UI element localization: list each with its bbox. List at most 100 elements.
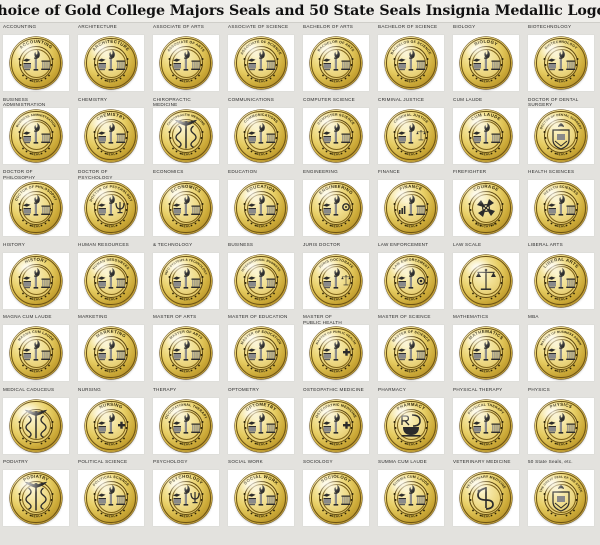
seal-cell[interactable]: PSYCHOLOGY PSYCHOLOGY SEAL — [150, 458, 225, 531]
seal-tile[interactable]: EDUCATION SEAL — [228, 180, 294, 236]
seal-cell[interactable]: OSTEOPATHIC MEDICINE OSTEOPATHIC MEDICINE… — [300, 386, 375, 459]
seal-tile[interactable]: LAW ENFORCEMENT SEAL — [378, 252, 444, 309]
seal-cell[interactable]: MASTER OF PUBLIC HEALTH MASTER OF PUBLIC … — [300, 313, 375, 386]
seal-tile[interactable]: DOCTOR OF PHILOSOPHY SEAL — [3, 180, 69, 236]
seal-tile[interactable]: CUM LAUDE SEAL — [453, 107, 519, 164]
seal-tile[interactable]: PSYCHOLOGY SEAL — [153, 470, 219, 526]
seal-cell[interactable]: BUSINESS ADMINISTRATION BUSINESS ADMINIST… — [0, 96, 75, 169]
seal-cell[interactable]: HISTORY HISTORY SEAL — [0, 241, 75, 314]
seal-cell[interactable]: BIOTECHNOLOGY BIOTECHNOLOGY SEAL — [525, 23, 600, 96]
seal-cell[interactable]: CHEMISTRY CHEMISTRY SEAL — [75, 96, 150, 169]
seal-cell[interactable]: MATHEMATICS MATHEMATICS SEAL — [450, 313, 525, 386]
seal-cell[interactable]: & TECHNOLOGY INFO SYSTEMS & TECHNOLOGY SEA… — [150, 241, 225, 314]
seal-tile[interactable]: PHARMACY SEAL — [378, 397, 444, 454]
seal-tile[interactable]: JURIS DOCTORATE SEAL — [303, 252, 369, 309]
seal-cell[interactable]: FINANCE FINANCE SEAL — [375, 168, 450, 241]
seal-cell[interactable]: PODIATRY PODIATRY SEAL — [0, 458, 75, 531]
seal-cell[interactable]: MASTER OF SCIENCE MASTER OF SCIENCE SEAL — [375, 313, 450, 386]
seal-tile[interactable]: ACCOUNTING SEAL — [3, 35, 69, 91]
seal-cell[interactable]: NURSING NURSING SEAL — [75, 386, 150, 459]
seal-cell[interactable]: CRIMINAL JUSTICE CRIMINAL JUSTICE SEAL — [375, 96, 450, 169]
seal-cell[interactable]: PHARMACY PHARMACY SEAL — [375, 386, 450, 459]
seal-cell[interactable]: LIBERAL ARTS LIBERAL ARTS SEAL — [525, 241, 600, 314]
seal-tile[interactable]: SUMMA CUM LAUDE SEAL — [378, 470, 444, 526]
seal-tile[interactable]: MASTER OF SCIENCE SEAL — [378, 325, 444, 381]
seal-tile[interactable]: HEALTH SCIENCES SEAL — [528, 180, 594, 236]
seal-tile[interactable]: OSTEOPATHIC MEDICINE SEAL — [303, 397, 369, 454]
seal-cell[interactable]: ENGINEERING ENGINEERING SEAL — [300, 168, 375, 241]
seal-cell[interactable]: CUM LAUDE CUM LAUDE SEAL — [450, 96, 525, 169]
seal-cell[interactable]: MARKETING MARKETING SEAL — [75, 313, 150, 386]
seal-tile[interactable]: BIOTECHNOLOGY SEAL — [528, 35, 594, 91]
seal-cell[interactable]: MASTER OF EDUCATION MASTER OF EDUCATION SE… — [225, 313, 300, 386]
seal-cell[interactable]: COMPUTER SCIENCE COMPUTER SCIENCE SEAL — [300, 96, 375, 169]
seal-cell[interactable]: 50 State Seals, etc. THE GREAT SEAL OF TH… — [525, 458, 600, 531]
seal-cell[interactable]: COMMUNICATIONS COMMUNICATIONS SEAL — [225, 96, 300, 169]
seal-tile[interactable]: INTERNATIONAL BUSINESS SEAL — [228, 252, 294, 309]
seal-cell[interactable]: VETERINARY MEDICINE VETERINARY MEDICINE SE… — [450, 458, 525, 531]
seal-tile[interactable]: VETERINARY MEDICINE SEAL — [453, 470, 519, 526]
seal-cell[interactable]: DOCTOR OF PHILOSOPHY DOCTOR OF PHILOSOPHY… — [0, 168, 75, 241]
seal-cell[interactable]: FIREFIGHTER COURAGE DEDICATION — [450, 168, 525, 241]
seal-tile[interactable]: DOCTOR OF PSYCHOLOGY SEAL — [78, 180, 144, 236]
seal-cell[interactable]: BUSINESS INTERNATIONAL BUSINESS SEAL — [225, 241, 300, 314]
seal-cell[interactable]: BIOLOGY BIOLOGY SEAL — [450, 23, 525, 96]
seal-tile[interactable]: HISTORY SEAL — [3, 252, 69, 309]
seal-cell[interactable]: THERAPY OCCUPATIONAL THERAPY SEAL — [150, 386, 225, 459]
seal-cell[interactable]: ARCHITECTURE ARCHITECTURE SEAL — [75, 23, 150, 96]
seal-cell[interactable]: DOCTOR OF PSYCHOLOGY DOCTOR OF PSYCHOLOGY… — [75, 168, 150, 241]
seal-tile[interactable]: ASSOCIATE OF SCIENCE SEAL — [228, 35, 294, 91]
seal-tile[interactable]: BACHELOR OF SCIENCE SEAL — [378, 35, 444, 91]
seal-tile[interactable]: COURAGE DEDICATION — [453, 180, 519, 236]
seal-cell[interactable]: PHYSICS PHYSICS SEAL — [525, 386, 600, 459]
seal-cell[interactable]: ECONOMICS ECONOMICS SEAL — [150, 168, 225, 241]
seal-tile[interactable]: BUSINESS ADMINISTRATION SEAL — [3, 107, 69, 164]
seal-tile[interactable]: CHEMISTRY SEAL — [78, 107, 144, 164]
seal-tile[interactable]: CRIMINAL JUSTICE SEAL — [378, 107, 444, 164]
seal-cell[interactable]: ASSOCIATE OF ARTS ASSOCIATE OF ARTS SEAL — [150, 23, 225, 96]
seal-cell[interactable]: BACHELOR OF SCIENCE BACHELOR OF SCIENCE SE… — [375, 23, 450, 96]
seal-tile[interactable]: COMMUNICATIONS SEAL — [228, 107, 294, 164]
seal-tile[interactable]: FINANCE SEAL — [378, 180, 444, 236]
seal-cell[interactable]: EDUCATION EDUCATION SEAL — [225, 168, 300, 241]
seal-tile[interactable]: PHYSICAL THERAPY SEAL — [453, 397, 519, 454]
seal-tile[interactable]: ASSOCIATE OF ARTS SEAL — [153, 35, 219, 91]
seal-tile[interactable]: ECONOMICS SEAL — [153, 180, 219, 236]
seal-tile[interactable]: CHIROPRACTIC MEDICINE SEAL — [153, 107, 219, 164]
seal-tile[interactable]: MATHEMATICS SEAL — [453, 325, 519, 381]
seal-tile[interactable]: THE GREAT SEAL OF THE STATE — [528, 470, 594, 526]
seal-tile[interactable]: MASTER OF EDUCATION SEAL — [228, 325, 294, 381]
seal-tile[interactable]: OPTOMETRY SEAL — [228, 397, 294, 454]
seal-cell[interactable]: PHYSICAL THERAPY PHYSICAL THERAPY SEAL — [450, 386, 525, 459]
seal-cell[interactable]: HEALTH SCIENCES HEALTH SCIENCES SEAL — [525, 168, 600, 241]
seal-tile[interactable]: HUMAN RESOURCES SEAL — [78, 252, 144, 309]
seal-cell[interactable]: MEDICAL CADUCEUS — [0, 386, 75, 459]
seal-tile[interactable]: DOCTOR OF DENTAL SURGERY SEAL — [528, 107, 594, 164]
seal-cell[interactable]: ACCOUNTING ACCOUNTING SEAL — [0, 23, 75, 96]
seal-cell[interactable]: LAW ENFORCEMENT LAW ENFORCEMENT SEAL — [375, 241, 450, 314]
seal-tile[interactable]: ENGINEERING SEAL — [303, 180, 369, 236]
seal-tile[interactable]: COMPUTER SCIENCE SEAL — [303, 107, 369, 164]
seal-cell[interactable]: SOCIOLOGY SOCIOLOGY SEAL — [300, 458, 375, 531]
seal-tile[interactable]: MAGNA CUM LAUDE SEAL — [3, 325, 69, 381]
seal-tile[interactable]: MARKETING SEAL — [78, 325, 144, 381]
seal-cell[interactable]: JURIS DOCTOR JURIS DOCTORATE SEAL — [300, 241, 375, 314]
seal-tile[interactable]: POLITICAL SCIENCE SEAL — [78, 470, 144, 526]
seal-cell[interactable]: LAW SCALE — [450, 241, 525, 314]
seal-cell[interactable]: OPTOMETRY OPTOMETRY SEAL — [225, 386, 300, 459]
seal-tile[interactable]: OCCUPATIONAL THERAPY SEAL — [153, 397, 219, 454]
seal-tile[interactable]: PHYSICS SEAL — [528, 397, 594, 454]
seal-tile[interactable]: BIOLOGY SEAL — [453, 35, 519, 91]
seal-tile[interactable] — [453, 252, 519, 309]
seal-cell[interactable]: MBA MASTER OF BUSINESS ADMIN SEAL — [525, 313, 600, 386]
seal-tile[interactable]: ARCHITECTURE SEAL — [78, 35, 144, 91]
seal-tile[interactable]: BACHELOR OF ARTS SEAL — [303, 35, 369, 91]
seal-tile[interactable]: LIBERAL ARTS SEAL — [528, 252, 594, 309]
seal-cell[interactable]: MAGNA CUM LAUDE MAGNA CUM LAUDE SEAL — [0, 313, 75, 386]
seal-tile[interactable]: MASTER OF PUBLIC HEALTH SEAL — [303, 325, 369, 381]
seal-tile[interactable]: INFO SYSTEMS & TECHNOLOGY SEAL — [153, 252, 219, 309]
seal-cell[interactable]: DOCTOR OF DENTAL SURGERY DOCTOR OF DENTAL… — [525, 96, 600, 169]
seal-tile[interactable]: SOCIOLOGY SEAL — [303, 470, 369, 526]
seal-cell[interactable]: BACHELOR OF ARTS BACHELOR OF ARTS SEAL — [300, 23, 375, 96]
seal-tile[interactable]: SOCIAL WORK SEAL — [228, 470, 294, 526]
